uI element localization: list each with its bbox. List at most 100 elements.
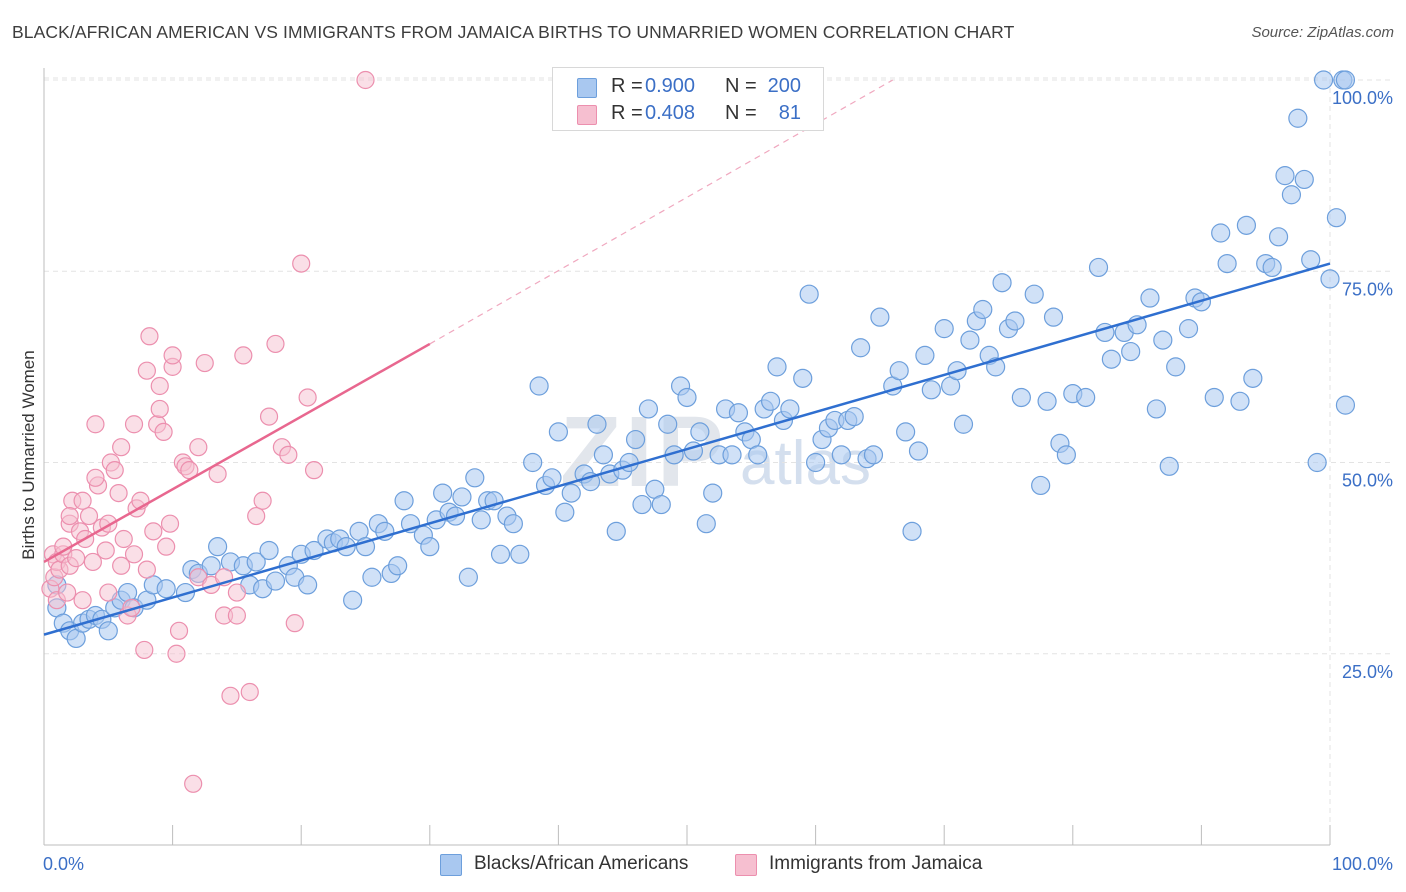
point-blue-168 [1275, 166, 1295, 186]
point-pink-62 [279, 445, 298, 464]
point-pink-57 [247, 506, 266, 526]
chart-title: BLACK/AFRICAN AMERICAN VS IMMIGRANTS FRO… [12, 22, 1015, 42]
legend-r-value-blue: 0.900 [645, 75, 696, 97]
point-blue-133 [992, 273, 1012, 293]
point-blue-94 [722, 445, 742, 465]
point-pink-55 [234, 346, 253, 365]
point-blue-178 [1335, 395, 1356, 415]
point-blue-136 [1011, 387, 1031, 408]
point-blue-9 [98, 621, 118, 641]
point-pink-69 [86, 468, 105, 487]
point-blue-103 [780, 399, 800, 419]
point-blue-139 [1037, 391, 1057, 411]
point-blue-156 [1178, 319, 1199, 339]
point-pink-37 [150, 399, 169, 419]
point-blue-60 [490, 544, 511, 564]
point-blue-138 [1031, 475, 1051, 496]
point-blue-84 [658, 414, 678, 434]
point-blue-164 [1243, 368, 1263, 388]
point-blue-122 [915, 345, 935, 365]
point-blue-80 [632, 494, 652, 515]
point-blue-70 [561, 483, 581, 503]
point-pink-42 [167, 644, 186, 663]
point-blue-27 [259, 540, 279, 561]
point-blue-38 [343, 590, 363, 610]
point-pink-58 [253, 491, 272, 510]
point-blue-118 [889, 361, 909, 381]
point-blue-137 [1024, 284, 1044, 304]
point-pink-73 [124, 415, 144, 434]
point-blue-147 [1101, 349, 1121, 369]
point-pink-33 [137, 361, 156, 380]
point-pink-75 [163, 346, 182, 365]
point-blue-68 [548, 422, 569, 442]
y-tick-label-50: 50.0% [1342, 471, 1393, 491]
point-blue-62 [503, 514, 523, 534]
point-pink-16 [83, 552, 102, 572]
point-pink-15 [79, 506, 99, 526]
point-blue-179 [1335, 70, 1356, 90]
point-pink-72 [112, 438, 131, 457]
point-blue-161 [1217, 254, 1237, 274]
point-pink-67 [356, 70, 375, 90]
point-blue-135 [1005, 311, 1025, 331]
legend-r-value-pink: 0.408 [645, 102, 696, 124]
point-blue-120 [902, 521, 922, 541]
point-pink-56 [240, 682, 259, 702]
point-blue-153 [1153, 330, 1173, 350]
point-pink-63 [285, 614, 304, 633]
point-blue-95 [728, 403, 749, 423]
point-pink-68 [73, 491, 92, 510]
y-tick-label-25: 25.0% [1342, 662, 1393, 682]
source-label: Source: ZipAtlas.com [1251, 24, 1394, 41]
point-blue-151 [1140, 288, 1160, 308]
point-blue-90 [696, 514, 716, 534]
point-blue-49 [420, 537, 440, 557]
legend-r-label: R = [611, 75, 643, 97]
point-pink-43 [169, 621, 189, 640]
point-blue-130 [973, 299, 993, 320]
point-blue-159 [1204, 387, 1224, 408]
point-blue-57 [471, 510, 491, 530]
point-pink-38 [154, 422, 173, 441]
point-blue-21 [208, 537, 228, 557]
point-blue-91 [703, 483, 723, 503]
point-pink-49 [195, 353, 214, 373]
point-blue-54 [452, 487, 472, 507]
point-blue-104 [793, 368, 813, 388]
point-blue-20 [201, 556, 221, 576]
point-pink-47 [184, 774, 203, 793]
point-blue-142 [1056, 445, 1076, 465]
bottom-legend-label-pink: Immigrants from Jamaica [769, 853, 983, 874]
point-pink-80 [137, 560, 156, 579]
point-pink-25 [112, 556, 131, 575]
point-pink-20 [96, 541, 115, 560]
point-blue-173 [1307, 452, 1327, 473]
point-blue-106 [805, 452, 826, 473]
point-blue-152 [1146, 399, 1166, 419]
point-blue-89 [690, 422, 710, 442]
point-blue-98 [748, 445, 768, 465]
point-blue-64 [523, 452, 543, 473]
point-blue-163 [1236, 215, 1257, 235]
point-blue-140 [1043, 307, 1064, 327]
point-pink-13 [73, 591, 92, 610]
point-blue-166 [1262, 257, 1282, 278]
point-pink-70 [60, 506, 79, 526]
point-blue-100 [760, 391, 781, 411]
point-blue-73 [587, 414, 607, 434]
point-pink-78 [227, 606, 246, 625]
point-blue-46 [394, 491, 414, 511]
point-pink-39 [157, 537, 176, 556]
point-pink-17 [86, 415, 105, 434]
point-blue-162 [1230, 391, 1250, 411]
point-blue-76 [606, 521, 626, 541]
x-tick-label-min: 0.0% [43, 854, 84, 874]
point-blue-112 [844, 407, 864, 427]
point-pink-76 [189, 438, 208, 457]
point-blue-105 [799, 284, 819, 304]
point-blue-79 [625, 429, 646, 450]
point-blue-45 [388, 556, 408, 576]
point-blue-55 [458, 567, 478, 587]
